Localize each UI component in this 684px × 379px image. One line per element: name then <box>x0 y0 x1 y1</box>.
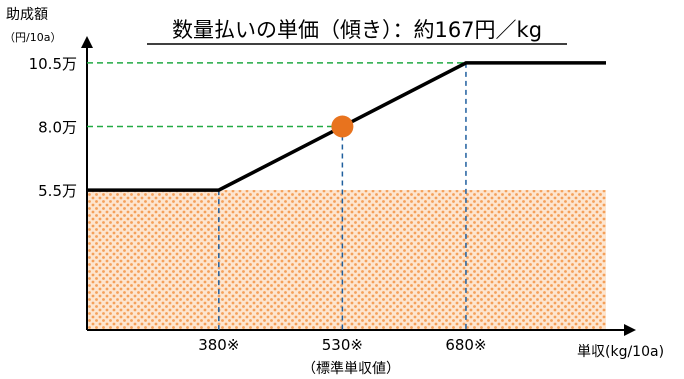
x-tick-note: （標準単収値） <box>302 361 400 377</box>
chart-title: 数量払いの単価（傾き）：約167円／kg <box>172 18 542 42</box>
highlight-point <box>331 115 354 138</box>
y-axis-label: 助成額 <box>6 7 48 23</box>
y-axis-unit: （円/10a） <box>4 31 61 44</box>
y-tick-label: 8.0万 <box>38 118 77 136</box>
x-tick-label: 530※ <box>322 336 363 354</box>
fill-region <box>87 190 606 330</box>
y-axis-arrow <box>81 36 93 48</box>
x-axis-label: 単収(kg/10a) <box>577 344 664 360</box>
x-axis-arrow <box>624 324 636 336</box>
x-tick-label: 680※ <box>445 336 486 354</box>
y-tick-label: 5.5万 <box>38 182 77 200</box>
y-tick-label: 10.5万 <box>29 55 77 73</box>
plot-area: 5.5万 8.0万 10.5万 380※ 530※ 680※ <box>29 36 636 354</box>
x-tick-label: 380※ <box>198 336 239 354</box>
